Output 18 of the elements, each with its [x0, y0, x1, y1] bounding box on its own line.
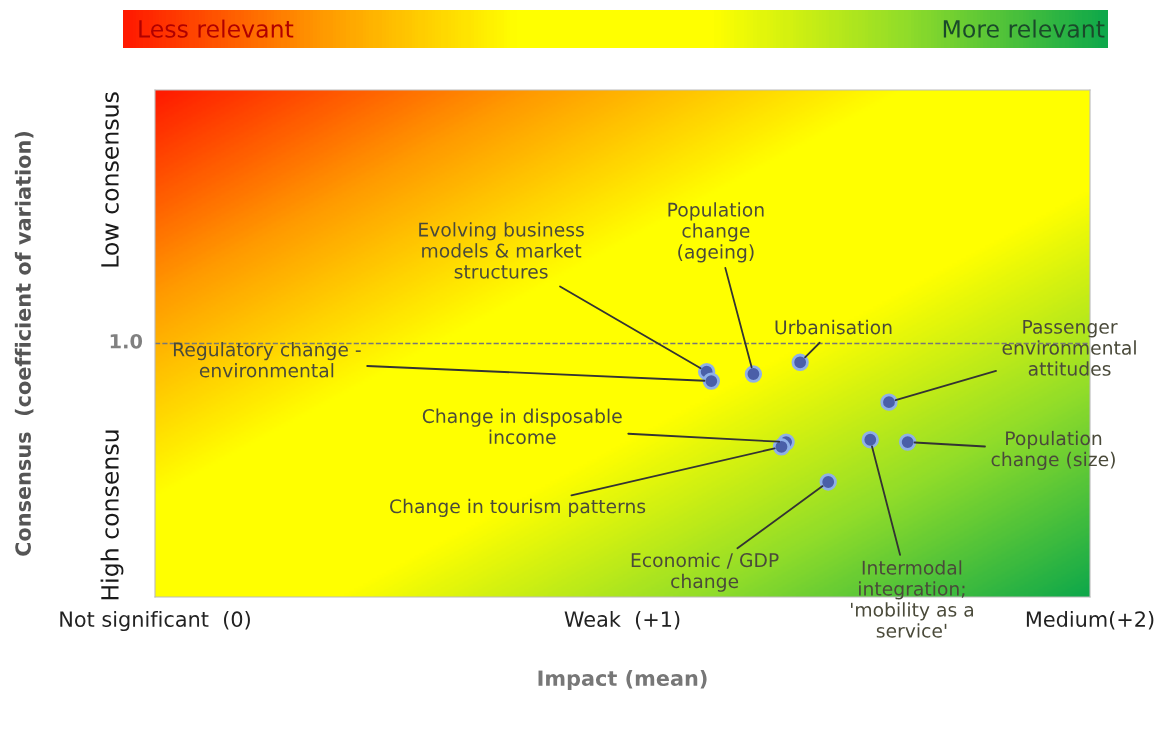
annotation: Urbanisation [775, 319, 892, 335]
text: More relevant [943, 19, 1105, 38]
text: Low consensus [101, 92, 119, 267]
annotation: Regulatory change - environmental [173, 342, 361, 378]
x-tick-label: Medium(+2) [1026, 610, 1154, 630]
annotation: Change in disposable income [422, 408, 622, 445]
annotation: Population change (ageing) [668, 202, 764, 263]
annotation: Change in tourism patterns [390, 498, 646, 517]
x-tick-label: Not significant (0) [60, 610, 250, 632]
x-axis-title: Impact (mean) [538, 669, 707, 691]
annotation: Evolving business models & market structures [419, 222, 584, 279]
annotation: Economic / GDP change [631, 552, 779, 592]
annotation: Intermodal integration; 'mobility as a service' [850, 560, 974, 638]
x-tick-label: Weak (+1) [564, 610, 680, 630]
text: Less relevant [139, 19, 294, 38]
y-axis-title: Consensus (coefficient of variation) [14, 131, 34, 556]
text: High consensu [100, 430, 124, 600]
text: 1.0 [110, 333, 143, 349]
